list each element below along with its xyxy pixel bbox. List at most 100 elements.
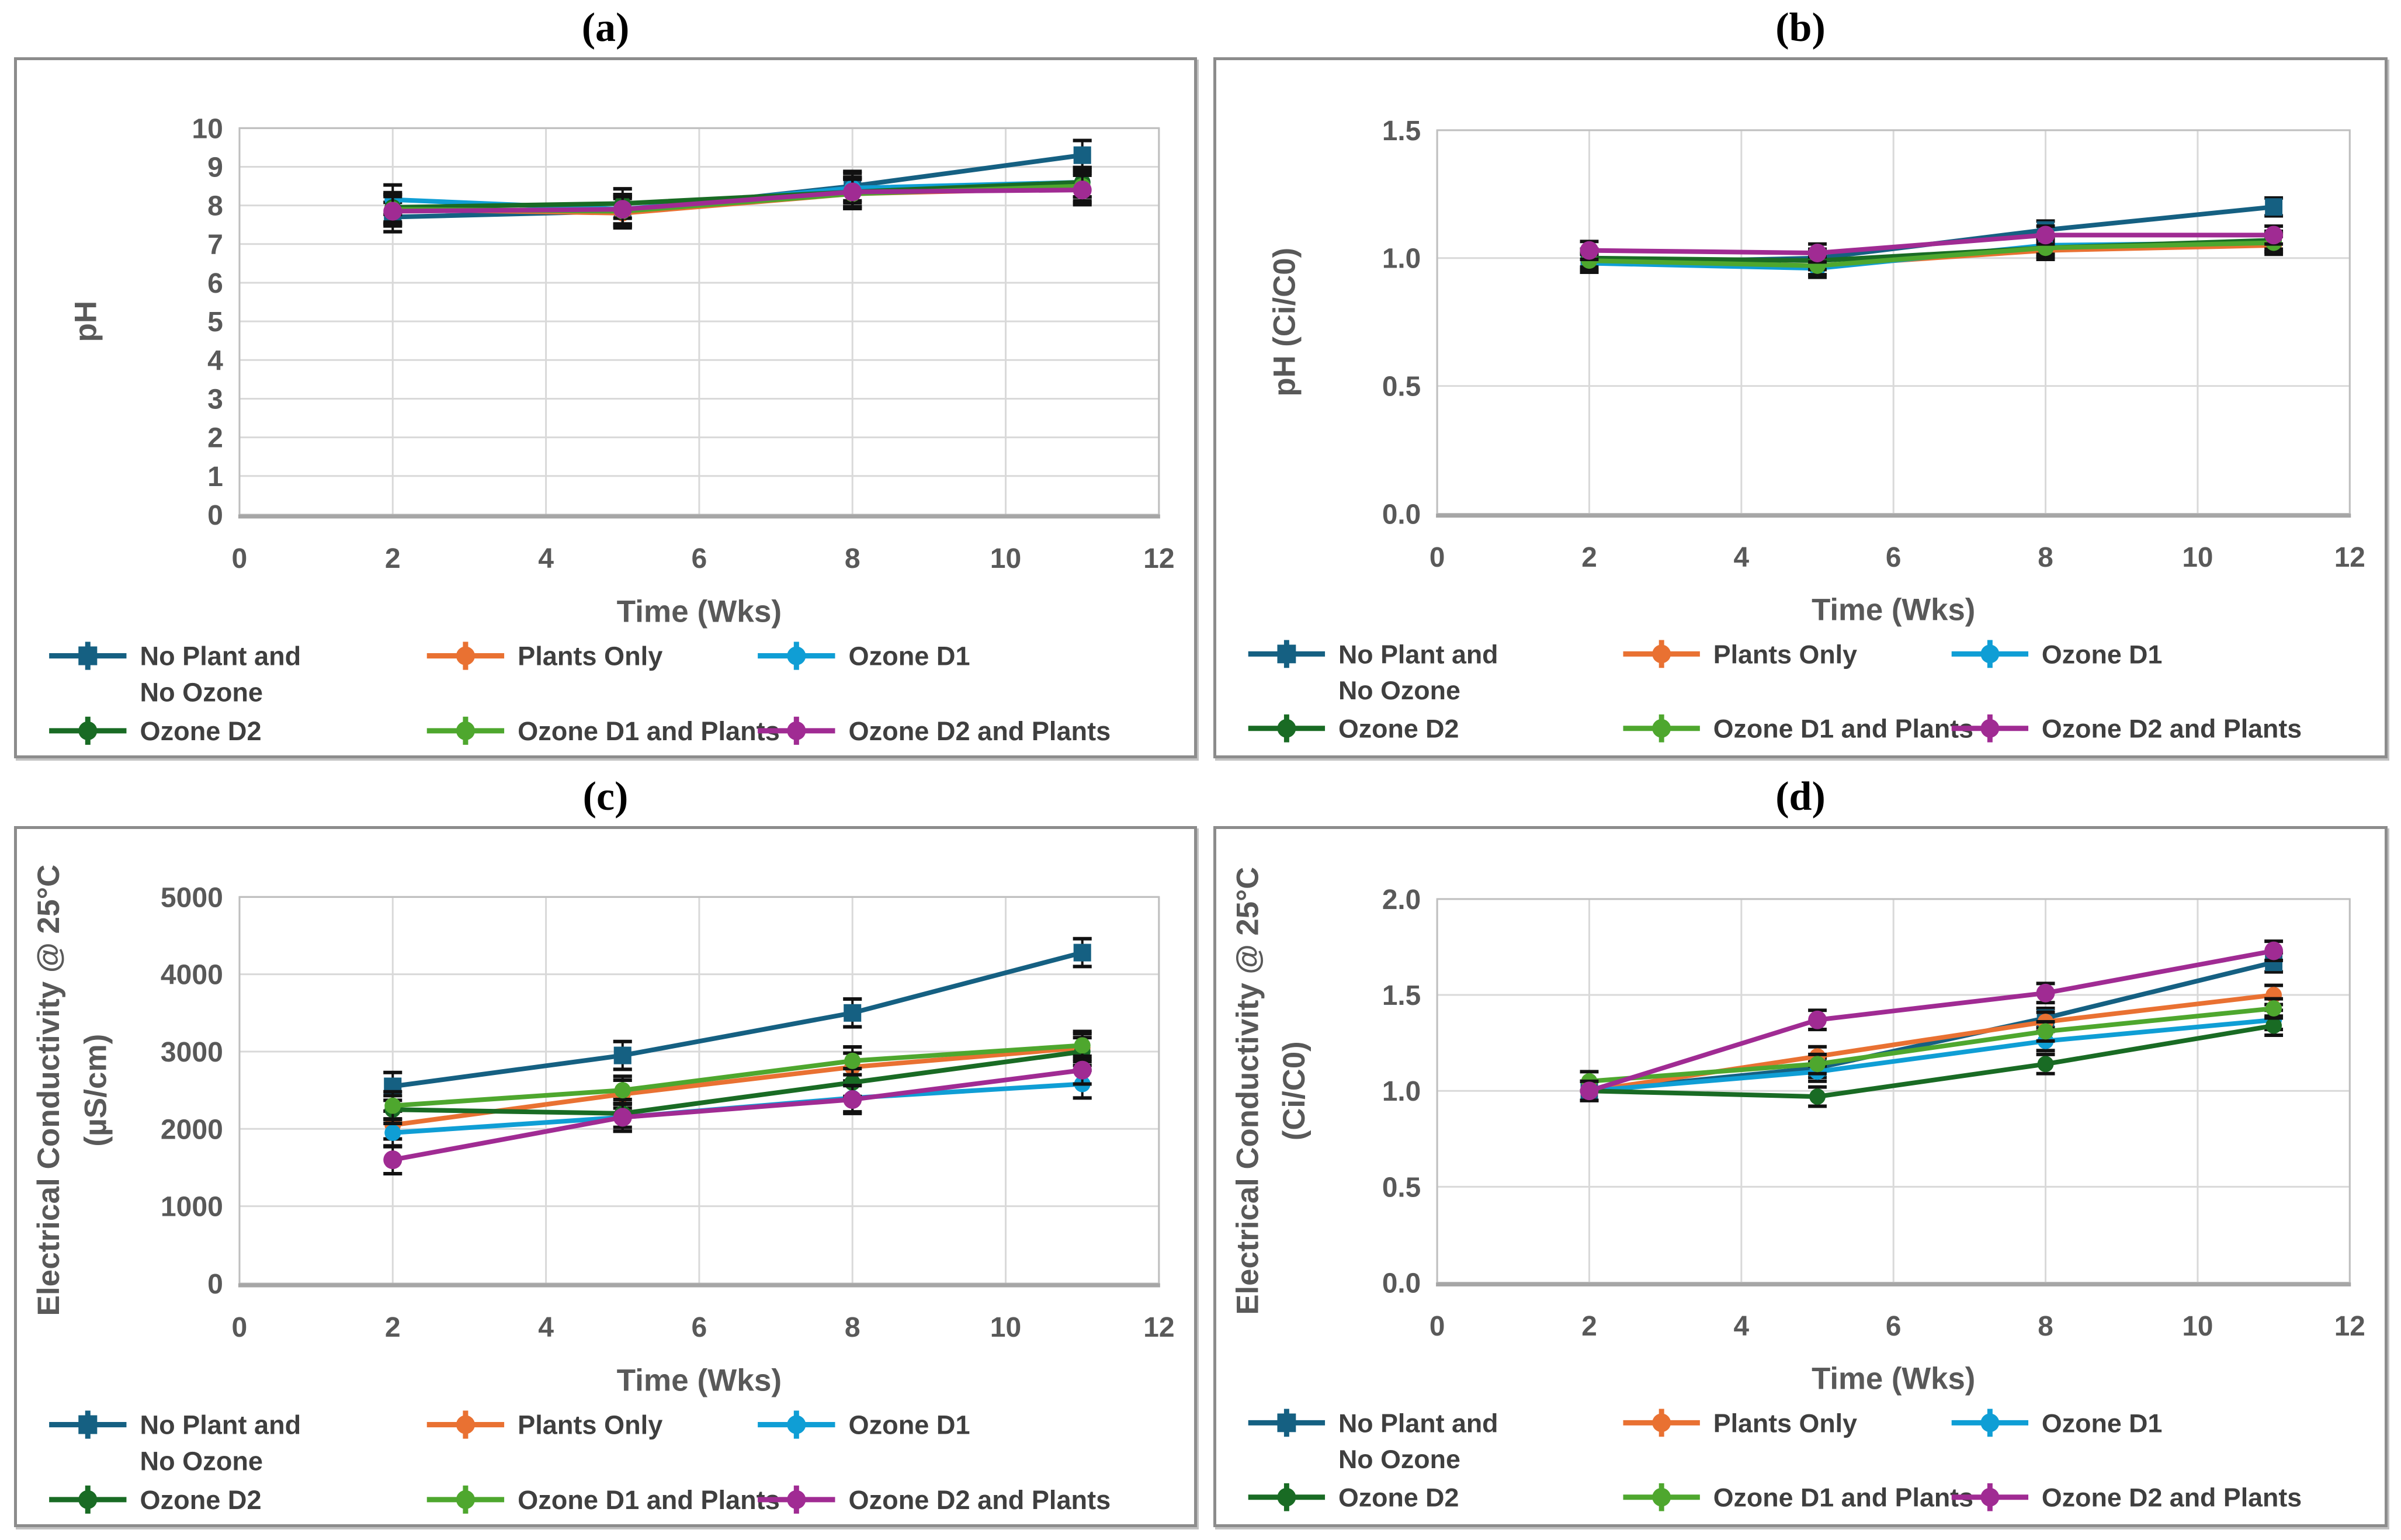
legend-item-plants-only: Plants Only: [426, 1410, 662, 1440]
y-tick-label: 0: [207, 500, 223, 531]
x-tick-label: 0: [1430, 542, 1445, 573]
x-tick-label: 10: [2182, 1311, 2213, 1342]
x-tick-label: 12: [2334, 1311, 2365, 1342]
y-tick-label: 1.5: [1382, 116, 1421, 147]
data-point-marker: [2265, 1017, 2282, 1034]
y-tick-label: 6: [207, 268, 223, 299]
y-tick-label: 0.5: [1382, 372, 1421, 403]
data-point-marker: [383, 202, 403, 221]
legend-item-plants-only: Plants Only: [1623, 640, 1857, 669]
legend-marker-circle: [78, 1490, 98, 1509]
legend-item-plants-only: Plants Only: [426, 641, 662, 671]
legend-label: No Plant and No Ozone: [140, 641, 301, 707]
y-axis-title: (Ci/C0): [1277, 1041, 1311, 1140]
y-tick-label: 1000: [161, 1191, 223, 1223]
x-tick-label: 4: [1734, 1311, 1750, 1342]
legend-marker-circle: [1652, 644, 1671, 664]
panel-box-a: 0 1 2 3 4 5 6 7 8 9 10 0 2 4 6 8 10 12 Time (Wks) pH No Plan…: [14, 57, 1197, 758]
data-point-marker: [1074, 1037, 1091, 1054]
legend-marker-circle: [1980, 644, 2000, 664]
data-point-marker: [1808, 1010, 1827, 1029]
x-tick-label: 6: [692, 1312, 707, 1343]
legend-label: No Plant and No Ozone: [140, 1410, 301, 1476]
legend-item-ozone-d2-and-plants: Ozone D2 and Plants: [758, 1485, 1111, 1515]
legend-label: Plants Only: [1713, 1409, 1857, 1438]
legend-marker-circle: [1980, 1487, 2000, 1507]
legend: No Plant and No Ozone Plants Only Ozone D1 O…: [49, 641, 1111, 746]
legend-label: Ozone D2: [1338, 714, 1459, 744]
data-point-marker: [844, 1052, 861, 1069]
y-tick-label: 1.0: [1382, 1076, 1421, 1107]
legend-label: Ozone D1: [2042, 1409, 2162, 1438]
legend-label: Ozone D1 and Plants: [1713, 714, 1973, 744]
legend-item-plants-only: Plants Only: [1623, 1409, 1857, 1438]
legend: No Plant and No Ozone Plants Only Ozone D1 O…: [1248, 640, 2302, 744]
legend-item-ozone-d1: Ozone D1: [1951, 640, 2162, 669]
y-tick-label: 0.5: [1382, 1172, 1421, 1203]
y-axis-title: (µS/cm): [78, 1034, 113, 1147]
data-point-marker: [1073, 1060, 1092, 1080]
legend-marker-circle: [787, 646, 806, 665]
panel-box-b: 0.0 0.5 1.0 1.5 0 2 4 6 8 10 12 Time (Wks) pH (Ci/C0…: [1213, 57, 2388, 758]
y-tick-label: 2: [207, 422, 223, 454]
y-tick-label: 3000: [161, 1036, 223, 1068]
legend-item-ozone-d2-and-plants: Ozone D2 and Plants: [1951, 1483, 2302, 1513]
legend-item-no-plant-and-no-ozone: No Plant and No Ozone: [49, 1410, 301, 1476]
x-tick-label: 10: [990, 1312, 1022, 1343]
data-point-marker: [2265, 198, 2283, 216]
legend-marker-circle: [1277, 1487, 1296, 1507]
y-axis: 0 1 2 3 4 5 6 7 8 9 10: [192, 113, 223, 531]
x-axis: 0 2 4 6 8 10 12: [1430, 542, 2365, 573]
y-tick-label: 5000: [161, 882, 223, 913]
series-line: [1587, 1017, 2277, 1094]
series-line: [390, 1049, 1085, 1116]
legend-marker-square: [78, 646, 98, 665]
legend-item-ozone-d1: Ozone D1: [758, 1410, 970, 1440]
y-tick-label: 0.0: [1382, 500, 1421, 530]
legend-label: Ozone D2 and Plants: [2042, 714, 2302, 744]
x-tick-label: 0: [232, 1312, 248, 1343]
legend-label: Ozone D1 and Plants: [518, 716, 780, 746]
legend-marker-circle: [456, 646, 475, 665]
x-tick-label: 8: [2038, 542, 2053, 573]
series-line: [1587, 1006, 2277, 1084]
x-tick-label: 4: [538, 1312, 554, 1343]
y-tick-label: 5: [207, 306, 223, 338]
legend-item-no-plant-and-no-ozone: No Plant and No Ozone: [49, 641, 301, 707]
legend-label: Ozone D2: [140, 1485, 262, 1515]
legend-item-ozone-d2: Ozone D2: [49, 716, 262, 746]
y-axis-title: Electrical Conductivity @ 25°C: [32, 865, 66, 1316]
legend-item-ozone-d2-and-plants: Ozone D2 and Plants: [758, 716, 1111, 746]
legend-marker-circle: [1980, 1413, 2000, 1433]
panel-title-b: (b): [1775, 5, 1826, 50]
legend-item-ozone-d2-and-plants: Ozone D2 and Plants: [1951, 714, 2302, 744]
x-axis-title: Time (Wks): [617, 1363, 782, 1397]
panel-title-a: (a): [581, 5, 630, 50]
legend-label: Plants Only: [518, 1410, 662, 1440]
panel-box-d: 0.0 0.5 1.0 1.5 2.0 0 2 4 6 8 10 12 Time (Wks) Electr…: [1213, 826, 2388, 1527]
data-point-marker: [2037, 1023, 2054, 1040]
y-tick-label: 10: [192, 113, 223, 144]
panel-c: (c) 0 1000 2000 3000 4000 5000 0 2 4 6 8 10 12 Time (…: [14, 774, 1197, 1527]
y-axis-title: pH: [68, 301, 103, 342]
legend-label: Plants Only: [1713, 640, 1857, 669]
legend-item-ozone-d1-and-plants: Ozone D1 and Plants: [1623, 1483, 1973, 1513]
y-axis: 0 1000 2000 3000 4000 5000: [161, 882, 223, 1300]
x-tick-label: 2: [1581, 1311, 1597, 1342]
x-tick-label: 6: [692, 543, 707, 574]
x-axis-title: Time (Wks): [1812, 593, 1975, 627]
chart-b: 0.0 0.5 1.0 1.5 0 2 4 6 8 10 12 Time (Wks) pH (Ci/C0…: [1248, 116, 2365, 744]
data-point-marker: [2264, 941, 2284, 960]
legend-label: Ozone D2 and Plants: [849, 716, 1111, 746]
y-axis-title: pH (Ci/C0): [1267, 248, 1302, 397]
series-line: [1587, 240, 2277, 268]
data-point-marker: [1073, 146, 1091, 164]
legend-marker-circle: [456, 1415, 475, 1434]
data-point-marker: [613, 1108, 632, 1127]
y-tick-label: 4: [207, 345, 223, 376]
panel-a: (a) 0 1 2 3 4 5 6 7 8 9 10 0 2 4 6 8 10 12 Time (Wks) pH No …: [14, 5, 1197, 758]
x-axis: 0 2 4 6 8 10 12: [1430, 1311, 2365, 1342]
y-tick-label: 1.5: [1382, 980, 1421, 1011]
legend-marker-square: [1277, 1413, 1296, 1433]
